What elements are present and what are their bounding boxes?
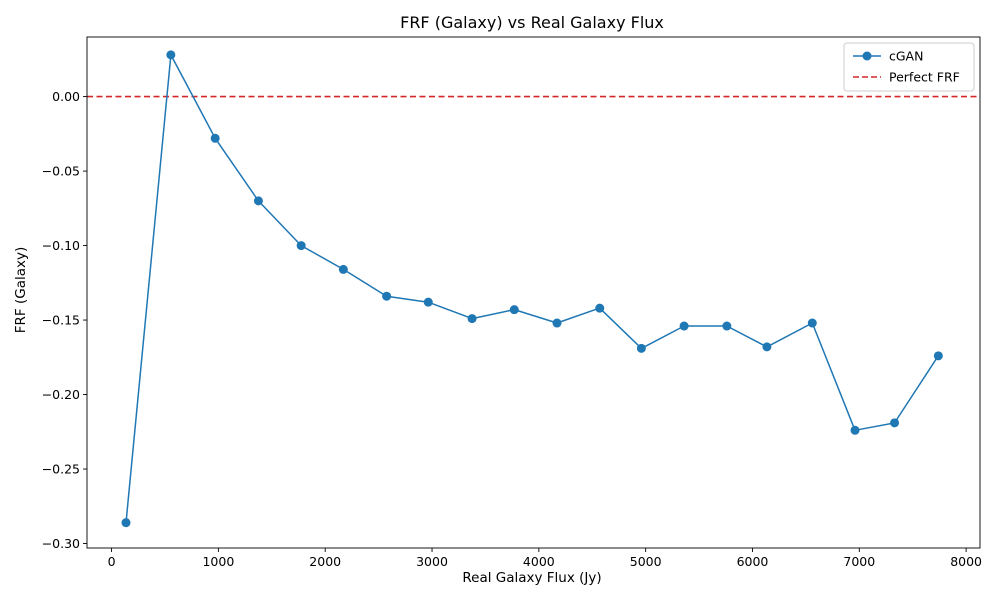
data-point-cgan [296,241,306,251]
legend: cGAN Perfect FRF [843,42,975,92]
y-tick-label: −0.20 [42,387,80,402]
data-point-cgan [722,321,732,331]
chart-title: FRF (Galaxy) vs Real Galaxy Flux [400,13,664,32]
legend-label-perfect-frf: Perfect FRF [889,70,960,85]
data-point-cgan [166,50,176,60]
data-point-cgan [933,351,943,361]
x-tick-label: 2000 [309,554,341,569]
y-tick-label: −0.25 [42,462,80,477]
data-point-cgan [382,291,392,301]
data-point-cgan [890,418,900,428]
data-point-cgan [595,303,605,313]
x-tick-label: 6000 [737,554,769,569]
legend-box [843,42,975,92]
data-point-cgan [762,342,772,352]
axes-frame [86,36,981,549]
data-point-cgan [338,264,348,274]
x-tick-label: 7000 [843,554,875,569]
x-tick-label: 5000 [630,554,662,569]
x-tick-label: 0 [108,554,116,569]
y-tick-label: −0.30 [42,536,80,551]
series-line-cgan [125,54,939,523]
y-tick-label: −0.10 [42,238,80,253]
y-axis-title: FRF (Galaxy) [13,247,29,333]
legend-cgan-marker [862,51,872,61]
data-point-cgan [210,133,220,143]
data-point-cgan [807,318,817,328]
x-tick-label: 4000 [523,554,555,569]
x-axis-title: Real Galaxy Flux (Jy) [462,570,601,586]
data-point-cgan [850,425,860,435]
data-point-cgan [636,343,646,353]
data-point-cgan [423,297,433,307]
data-point-cgan [679,321,689,331]
x-tick-label: 3000 [416,554,448,569]
data-point-cgan [552,318,562,328]
y-tick-label: −0.05 [42,164,80,179]
legend-label-cgan: cGAN [889,49,923,64]
x-axis-ticks: 0 1000 2000 3000 4000 5000 6000 7000 8000 [108,548,982,569]
y-tick-label: 0.00 [52,89,80,104]
x-tick-label: 1000 [202,554,234,569]
plot-area [87,50,980,528]
y-tick-label: −0.15 [42,313,80,328]
data-point-cgan [121,518,131,528]
x-tick-label: 8000 [950,554,982,569]
data-point-cgan [467,314,477,324]
y-axis-ticks: 0.00 −0.05 −0.10 −0.15 −0.20 −0.25 −0.30 [42,89,87,551]
data-point-cgan [253,196,263,206]
data-point-cgan [509,305,519,315]
